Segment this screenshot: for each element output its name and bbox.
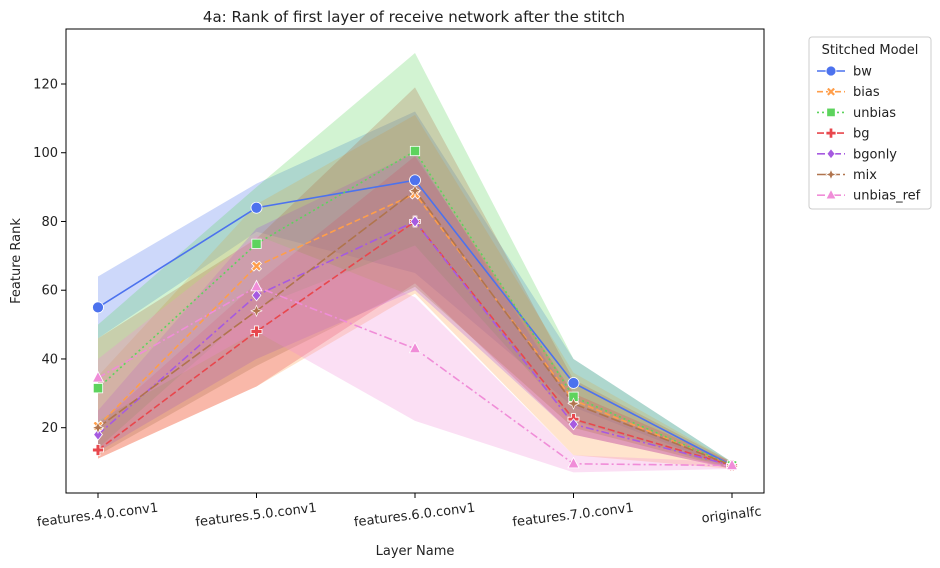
legend-marker xyxy=(825,127,837,139)
point-unbias_ref-4 xyxy=(725,458,739,471)
point-unbias_ref-2 xyxy=(408,341,422,354)
point-bgonly-1 xyxy=(251,289,262,302)
legend-item-unbias: unbias xyxy=(817,106,896,121)
point-mix-0 xyxy=(91,421,105,434)
point-unbias-1 xyxy=(251,238,262,249)
point-bg-1 xyxy=(250,325,263,338)
y-axis: 20 40 60 80 100 120 xyxy=(33,77,66,436)
y-tick-label: 40 xyxy=(41,352,58,367)
series-markers xyxy=(91,145,739,472)
legend-marker xyxy=(825,188,837,200)
legend: Stitched Model bw bias unbias bg bgonly mix un… xyxy=(808,36,932,210)
y-tick-label: 80 xyxy=(41,215,58,230)
confidence-bands xyxy=(98,53,732,473)
point-mix-1 xyxy=(250,304,263,318)
chart-title: 4a: Rank of first layer of receive netwo… xyxy=(203,8,625,26)
legend-marker xyxy=(826,148,836,160)
legend-item-unbias_ref: unbias_ref xyxy=(817,188,921,204)
legend-label: bg xyxy=(853,127,870,142)
legend-item-bg: bg xyxy=(817,127,870,142)
point-bgonly-3 xyxy=(568,418,579,431)
legend-item-bgonly: bgonly xyxy=(817,147,897,162)
point-bgonly-2 xyxy=(410,215,420,228)
band-mix xyxy=(98,87,732,469)
point-bg-0 xyxy=(92,444,104,456)
legend-label: bgonly xyxy=(853,147,897,162)
y-tick-label: 120 xyxy=(33,77,58,92)
legend-marker xyxy=(825,86,837,97)
point-bw-2 xyxy=(409,174,421,187)
point-unbias-2 xyxy=(409,145,421,157)
legend-marker xyxy=(825,168,837,181)
legend-item-bias: bias xyxy=(817,85,880,100)
legend-label: bias xyxy=(853,85,880,100)
legend-frame xyxy=(808,36,932,210)
y-tick-label: 20 xyxy=(41,421,58,436)
legend-label: unbias xyxy=(853,106,896,121)
y-tick-label: 60 xyxy=(41,284,58,299)
point-bw-0 xyxy=(92,301,104,314)
y-axis-label: Feature Rank xyxy=(9,218,24,304)
legend-marker xyxy=(825,65,837,77)
point-mix-3 xyxy=(567,397,580,410)
point-mix-2 xyxy=(408,184,422,197)
legend-label: unbias_ref xyxy=(853,189,921,204)
legend-marker xyxy=(826,107,836,118)
point-bw-3 xyxy=(567,377,580,389)
x-tick-label: features.6.0.conv1 xyxy=(353,501,476,531)
legend-label: bw xyxy=(853,65,872,80)
x-tick-label: features.5.0.conv1 xyxy=(195,501,318,531)
x-axis-label: Layer Name xyxy=(376,544,455,559)
band-bgonly xyxy=(98,152,732,469)
legend-label: mix xyxy=(853,168,877,183)
legend-item-bw: bw xyxy=(817,65,872,80)
point-bw-1 xyxy=(250,201,263,214)
point-unbias_ref-3 xyxy=(567,456,580,469)
band-unbias xyxy=(98,53,732,469)
point-unbias-0 xyxy=(92,383,104,394)
x-axis: features.4.0.conv1 features.5.0.conv1 feat… xyxy=(36,493,762,530)
legend-item-mix: mix xyxy=(817,168,877,183)
y-tick-label: 100 xyxy=(33,146,58,161)
legend-items: bw bias unbias bg bgonly mix unbias_ref xyxy=(817,65,921,204)
point-unbias_ref-0 xyxy=(91,370,105,383)
x-tick-label: originalfc xyxy=(701,504,763,526)
x-tick-label: features.7.0.conv1 xyxy=(512,501,635,531)
point-bgonly-0 xyxy=(93,428,103,441)
x-tick-label: features.4.0.conv1 xyxy=(36,501,159,531)
point-unbias_ref-1 xyxy=(250,279,263,292)
legend-title: Stitched Model xyxy=(822,43,919,58)
point-bias-1 xyxy=(250,260,263,272)
